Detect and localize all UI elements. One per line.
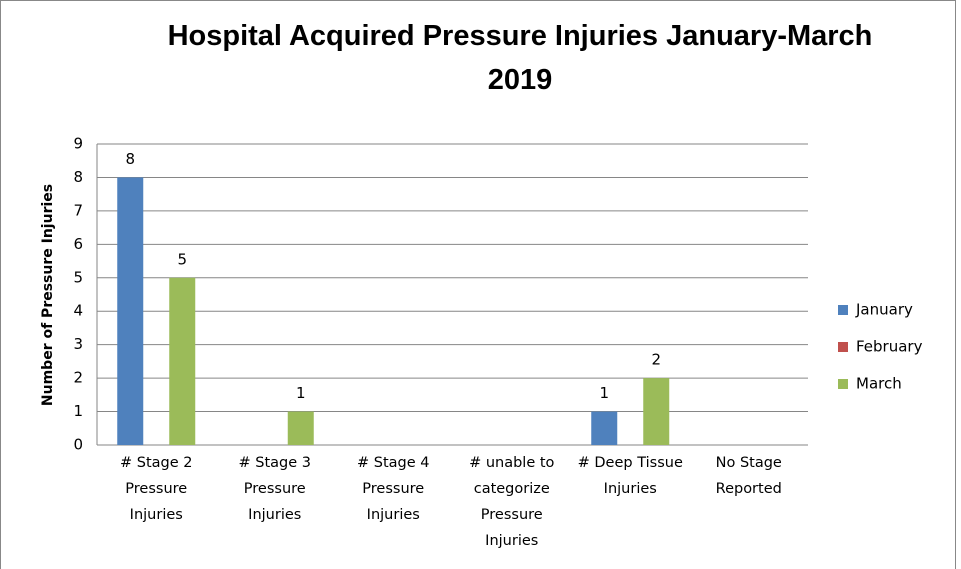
legend-label: February [856,338,923,356]
x-tick-label: # Stage 2 Pressure Injuries [120,455,193,523]
y-tick-label: 6 [73,235,83,253]
chart-title: Hospital Acquired Pressure Injuries Janu… [167,20,873,96]
y-tick-label: 2 [73,369,83,387]
data-label: 1 [296,384,306,402]
data-label: 1 [599,384,609,402]
data-label: 5 [177,250,187,268]
data-label: 2 [651,351,661,369]
y-tick-label: 1 [73,402,83,420]
legend-label: March [856,375,902,393]
x-tick-label: # Deep Tissue Injuries [577,455,683,497]
y-tick-label: 7 [73,201,83,219]
legend-swatch [838,379,848,389]
x-tick-label: # Stage 4 Pressure Injuries [357,455,430,523]
y-tick-label: 9 [73,135,83,153]
x-tick-label: # Stage 3 Pressure Injuries [238,455,312,523]
y-tick-label: 4 [73,302,83,320]
y-tick-label: 3 [73,335,83,353]
bar [591,411,618,445]
y-tick-label: 0 [73,436,83,454]
x-tick-label: # unable to categorize Pressure Injuries [469,455,555,549]
y-tick-label: 8 [73,168,83,186]
legend-swatch [838,342,848,352]
legend-label: January [855,301,913,319]
x-tick-label: No Stage Reported [715,455,782,497]
bar [117,177,144,445]
data-label: 8 [125,150,135,168]
bar [169,277,196,445]
bar [287,411,314,445]
y-tick-label: 5 [73,268,83,286]
legend-swatch [838,305,848,315]
bar [643,378,670,445]
y-axis-label: Number of Pressure Injuries [40,184,56,406]
